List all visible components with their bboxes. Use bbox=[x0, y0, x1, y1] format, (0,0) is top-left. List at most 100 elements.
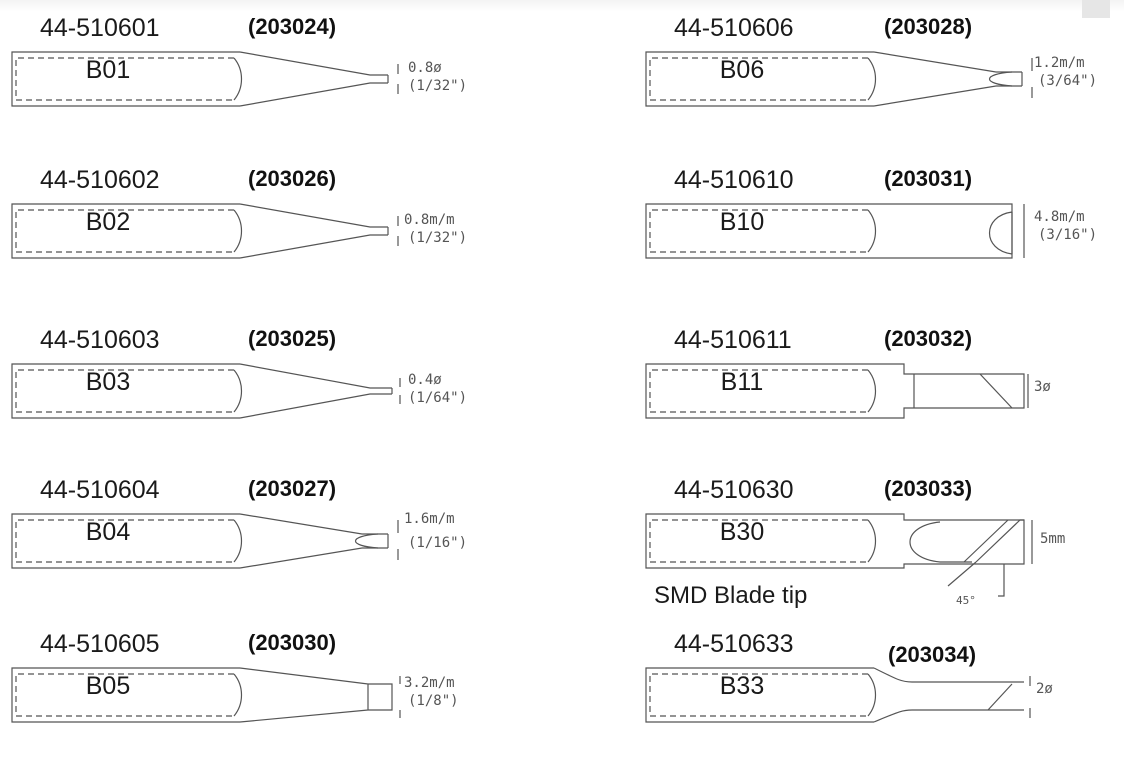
dim-bottom: (3/16") bbox=[1038, 227, 1098, 243]
tip-note: SMD Blade tip bbox=[654, 582, 808, 609]
tip-drawing bbox=[11, 363, 401, 419]
tip-b06: 44-510606 (203028) B06 1.2m/m (3/64") bbox=[642, 14, 1124, 159]
tip-drawing bbox=[645, 51, 1033, 107]
tip-b33: 44-510633 (203034) B33 2ø bbox=[642, 630, 1124, 775]
tip-code: (203032) bbox=[884, 326, 973, 351]
tip-drawing bbox=[11, 51, 399, 107]
part-number: 44-510601 bbox=[40, 14, 160, 42]
tip-model: B04 bbox=[85, 518, 131, 546]
tip-model: B05 bbox=[85, 672, 131, 700]
bevel-line bbox=[987, 683, 1013, 711]
tip-drawing bbox=[645, 667, 1031, 723]
taper bbox=[873, 51, 1023, 107]
dim-top: 3ø bbox=[1034, 379, 1051, 395]
tip-code: (203024) bbox=[248, 14, 337, 39]
tip-b11: 44-510611 (203032) B11 3ø bbox=[642, 326, 1124, 471]
top-edge-shade bbox=[0, 0, 1124, 12]
sleeve-end bbox=[233, 57, 243, 101]
taper bbox=[239, 363, 393, 419]
dim-bottom: (1/16") bbox=[408, 535, 468, 551]
shank-outline bbox=[11, 51, 240, 107]
shank-outline bbox=[11, 513, 240, 569]
dim-bottom: (1/32") bbox=[408, 230, 468, 246]
tip-b01: 44-510601 (203024) B01 0.8ø (1/32") bbox=[8, 14, 568, 159]
dim-top: 5mm bbox=[1040, 531, 1066, 547]
dim-top: 2ø bbox=[1036, 681, 1053, 697]
body bbox=[874, 513, 1025, 569]
round-tip bbox=[989, 71, 1013, 87]
sleeve-end bbox=[867, 369, 877, 413]
tip-code: (203031) bbox=[884, 166, 973, 191]
shank-outline bbox=[645, 51, 874, 107]
sleeve-end bbox=[867, 519, 877, 563]
sleeve-end bbox=[233, 209, 243, 253]
tip-b05: 44-510605 (203030) B05 3.2m/m (1/8") bbox=[8, 630, 568, 775]
tip-b04: 44-510604 (203027) B04 1.6m/m (1/16") bbox=[8, 476, 568, 621]
tip-model: B06 bbox=[719, 56, 765, 84]
tip-model: B10 bbox=[719, 208, 765, 236]
sleeve-end bbox=[233, 369, 243, 413]
part-number: 44-510611 bbox=[674, 326, 792, 354]
part-number: 44-510602 bbox=[40, 166, 160, 194]
tip-code: (203027) bbox=[248, 476, 337, 501]
tip-model: B01 bbox=[85, 56, 131, 84]
part-number: 44-510604 bbox=[40, 476, 160, 504]
tip-b02: 44-510602 (203026) B02 0.8m/m (1/32") bbox=[8, 166, 568, 311]
shank-outline bbox=[645, 363, 874, 419]
tip-code: (203034) bbox=[888, 642, 977, 667]
corner-mark bbox=[1082, 0, 1110, 18]
tip-drawing bbox=[11, 667, 401, 723]
tip-b03: 44-510603 (203025) B03 0.4ø (1/64") bbox=[8, 326, 568, 471]
tip-drawing bbox=[645, 203, 1025, 259]
sleeve-end bbox=[233, 519, 243, 563]
part-number: 44-510610 bbox=[674, 166, 794, 194]
sleeve-end bbox=[867, 673, 877, 717]
blade-edge bbox=[963, 519, 1024, 563]
shank-outline bbox=[645, 513, 874, 569]
blade-curve bbox=[909, 521, 972, 563]
tip-code: (203033) bbox=[884, 476, 973, 501]
shank-outline bbox=[645, 203, 874, 259]
tip-model: B33 bbox=[719, 672, 765, 700]
dim-bottom: (1/8") bbox=[408, 693, 459, 709]
dim-bottom: (1/32") bbox=[408, 78, 468, 94]
angle-guide bbox=[947, 561, 1005, 597]
cup-face bbox=[988, 211, 1013, 255]
round-tip bbox=[355, 533, 379, 549]
tip-drawing bbox=[645, 363, 1029, 419]
sleeve-end bbox=[867, 57, 877, 101]
taper bbox=[239, 51, 389, 107]
tip-drawing bbox=[645, 513, 1033, 597]
tip-b30: 44-510630 (203033) B30 5mm SMD Blade tip… bbox=[642, 476, 1124, 621]
taper bbox=[239, 513, 389, 569]
dim-top: 0.8m/m bbox=[404, 212, 455, 228]
dim-top: 3.2m/m bbox=[404, 675, 455, 691]
tip-code: (203026) bbox=[248, 166, 337, 191]
sleeve-end bbox=[233, 673, 243, 717]
shank-outline bbox=[11, 203, 240, 259]
part-number: 44-510603 bbox=[40, 326, 160, 354]
tip-drawing bbox=[11, 203, 399, 259]
tip-code: (203030) bbox=[248, 630, 337, 655]
tip-model: B02 bbox=[85, 208, 131, 236]
dim-top: 1.6m/m bbox=[404, 511, 455, 527]
tip-drawing bbox=[11, 513, 399, 569]
dim-top: 0.4ø bbox=[408, 372, 442, 388]
tip-code: (203028) bbox=[884, 14, 973, 39]
part-number: 44-510605 bbox=[40, 630, 160, 658]
body bbox=[874, 363, 1025, 419]
part-number: 44-510630 bbox=[674, 476, 794, 504]
tip-model: B11 bbox=[720, 368, 764, 396]
angle-label: 45° bbox=[956, 594, 976, 607]
tip-model: B03 bbox=[85, 368, 131, 396]
tip-model: B30 bbox=[719, 518, 765, 546]
dim-top: 1.2m/m bbox=[1034, 55, 1085, 71]
dim-top: 4.8m/m bbox=[1034, 209, 1085, 225]
part-number: 44-510633 bbox=[674, 630, 794, 658]
taper bbox=[239, 667, 393, 723]
taper bbox=[239, 203, 389, 259]
shank-outline bbox=[11, 363, 240, 419]
sleeve-end bbox=[867, 209, 877, 253]
bevel-line bbox=[979, 373, 1013, 409]
body bbox=[874, 203, 1013, 259]
